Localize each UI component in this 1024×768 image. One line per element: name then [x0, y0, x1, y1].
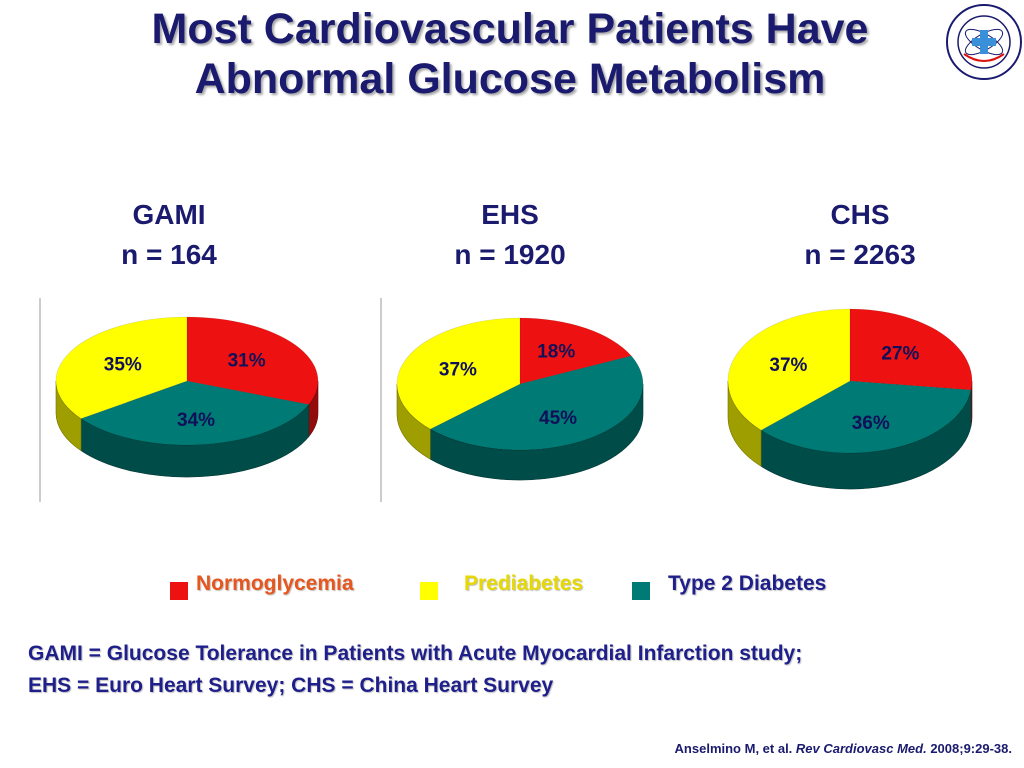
footnote-line-1: GAMI = Glucose Tolerance in Patients wit… [28, 642, 803, 665]
pie-slice-prediabetes [55, 316, 188, 419]
pie-chart-ehs: EHS n = 1920 18% 45% 37% [380, 199, 644, 502]
slide-title-line-2: Abnormal Glucose Metabolism [194, 55, 826, 103]
pie-label-prediabetes: 35% [104, 355, 142, 376]
pie-slice-normoglycemia [186, 316, 319, 405]
legend-swatch-normoglycemia [170, 582, 188, 600]
pie-label-prediabetes: 37% [439, 359, 477, 380]
citation-authors: Anselmino M, et al. [674, 741, 793, 756]
pie-slice-prediabetes [396, 317, 521, 430]
pie-label-normoglycemia: 31% [228, 350, 266, 371]
pie-chart-gami: GAMI n = 164 31% 34% 35% [39, 199, 319, 502]
pie-slice-type-2-diabetes [80, 380, 310, 446]
slide-title: Most Cardiovascular Patients Have Abnorm… [60, 4, 960, 104]
pie-slice-type-2-diabetes [760, 380, 972, 454]
pie-sample-size: n = 164 [121, 239, 217, 270]
pie-slice-normoglycemia [519, 317, 632, 385]
pie-label-prediabetes: 37% [769, 355, 807, 376]
pie-slice-normoglycemia [849, 308, 973, 391]
hospital-logo [946, 4, 1022, 80]
legend-swatch-prediabetes [420, 582, 438, 600]
pie-sample-size: n = 1920 [454, 239, 565, 270]
pie-label-type-2-diabetes: 36% [852, 413, 890, 434]
slide-title-line-1: Most Cardiovascular Patients Have [151, 5, 869, 53]
pie-slice-type-2-diabetes [429, 355, 644, 451]
legend-label-prediabetes: Prediabetes [464, 572, 584, 595]
pie-label-normoglycemia: 27% [881, 343, 919, 364]
pie-chart-chs: CHS n = 2263 27% 36% 37% [727, 199, 973, 490]
abbreviations-footnote: GAMI = Glucose Tolerance in Patients wit… [28, 638, 1008, 702]
pie-label-normoglycemia: 18% [537, 342, 575, 363]
pie-title: GAMI [132, 199, 205, 230]
footnote-line-2: EHS = Euro Heart Survey; CHS = China Hea… [28, 674, 554, 697]
citation-journal: Rev Cardiovasc Med. [795, 741, 927, 756]
citation: Anselmino M, et al. Rev Cardiovasc Med. … [675, 741, 1012, 756]
pie-charts-area: GAMI n = 164 31% 34% 35% EHS n = 1920 18% 45% 37%… [39, 199, 973, 502]
legend-label-type2: Type 2 Diabetes [668, 572, 827, 595]
legend-swatch-type2 [632, 582, 650, 600]
legend-label-normoglycemia: Normoglycemia [196, 572, 354, 595]
pie-label-type-2-diabetes: 34% [177, 410, 215, 431]
pie-title: CHS [830, 199, 889, 230]
chart-legend: Normoglycemia Prediabetes Type 2 Diabete… [0, 568, 1024, 604]
citation-ref: 2008;9:29-38. [930, 741, 1012, 756]
pie-slice-prediabetes [727, 308, 851, 431]
pie-title: EHS [481, 199, 539, 230]
pie-label-type-2-diabetes: 45% [539, 408, 577, 429]
pie-sample-size: n = 2263 [804, 239, 915, 270]
